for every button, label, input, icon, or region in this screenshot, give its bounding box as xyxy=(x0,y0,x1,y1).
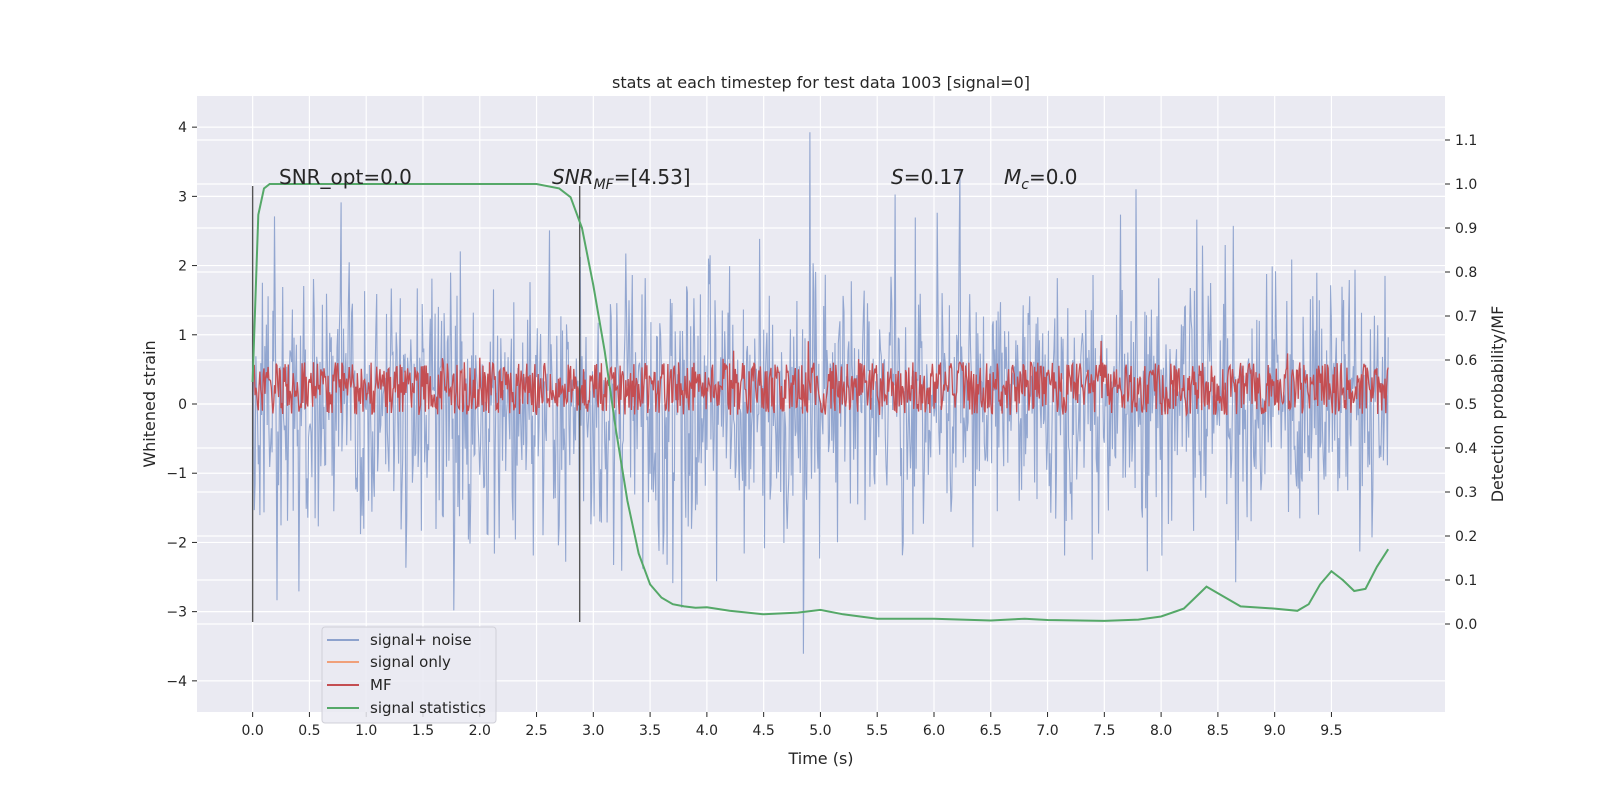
chart-title: stats at each timestep for test data 100… xyxy=(612,73,1030,92)
signal-statistics-line xyxy=(251,183,1390,622)
annotation-snr-mf: SNRMF=[4.53] xyxy=(552,165,691,193)
annotation-mc: Mc=0.0 xyxy=(1004,165,1078,193)
y2-tick-label: 0.7 xyxy=(1455,309,1477,325)
x-tick-label: 0.0 xyxy=(242,723,264,739)
y-axis-label: Whitened strain xyxy=(140,340,159,467)
legend-label-mf: MF xyxy=(370,676,392,694)
snr-mf-sub: MF xyxy=(594,177,615,193)
x-tick-label: 6.0 xyxy=(923,723,945,739)
x-tick-label: 5.0 xyxy=(809,723,831,739)
vertical-markers xyxy=(251,185,581,623)
y2-tick-label: 0.3 xyxy=(1455,485,1477,501)
y2-tick-label: 0.5 xyxy=(1455,397,1477,413)
y-tick-label: −1 xyxy=(166,466,187,482)
x-tick-label: 9.5 xyxy=(1320,723,1342,739)
snr-mf-value: =[4.53] xyxy=(614,165,691,189)
x-tick-label: 3.5 xyxy=(639,723,661,739)
x-tick-label: 0.5 xyxy=(298,723,320,739)
legend-label-noise: signal+ noise xyxy=(370,631,472,649)
y2-tick-label: 0.4 xyxy=(1455,441,1477,457)
y-tick-label: −3 xyxy=(166,605,187,621)
x-tick-label: 7.5 xyxy=(1093,723,1115,739)
x-tick-label: 5.5 xyxy=(866,723,888,739)
y2-tick-label: 0.8 xyxy=(1455,265,1477,281)
x-tick-label: 4.5 xyxy=(753,723,775,739)
x-axis-label: Time (s) xyxy=(787,749,853,768)
y-tick-label: 2 xyxy=(178,259,187,275)
x-tick-label: 6.5 xyxy=(980,723,1002,739)
x-tick-label: 7.0 xyxy=(1036,723,1058,739)
s-main: S xyxy=(891,165,904,189)
mc-value: =0.0 xyxy=(1029,165,1078,189)
snr-mf-main: SNR xyxy=(552,165,594,189)
y-tick-label: −2 xyxy=(166,535,187,551)
mc-sub: c xyxy=(1021,177,1029,193)
signal-statistics-series xyxy=(251,183,1390,622)
mf-series xyxy=(251,340,1389,418)
y2-tick-label: 0.2 xyxy=(1455,529,1477,545)
legend-label-signal-only: signal only xyxy=(370,653,451,671)
y2-tick-label: 1.1 xyxy=(1455,133,1477,149)
y2-tick-label: 0.9 xyxy=(1455,221,1477,237)
y-tick-label: 1 xyxy=(178,328,187,344)
y-tick-label: 3 xyxy=(178,189,187,205)
y-tick-label: 4 xyxy=(178,120,187,136)
legend: signal+ noise signal only MF signal stat… xyxy=(321,626,497,724)
y2-tick-label: 0.6 xyxy=(1455,353,1477,369)
x-tick-label: 1.0 xyxy=(355,723,377,739)
mf-line xyxy=(251,340,1389,418)
x-tick-label: 8.0 xyxy=(1150,723,1172,739)
s-value: =0.17 xyxy=(904,165,965,189)
x-tick-label: 2.0 xyxy=(469,723,491,739)
annotation-s: S=0.17 xyxy=(891,165,965,189)
legend-box xyxy=(321,626,497,724)
x-tick-label: 9.0 xyxy=(1264,723,1286,739)
annotation-snr-opt: SNR_opt=0.0 xyxy=(279,165,412,189)
y2-tick-label: 0.1 xyxy=(1455,573,1477,589)
y-tick-label: −4 xyxy=(166,674,187,690)
x-tick-label: 4.0 xyxy=(696,723,718,739)
y2-axis-label: Detection probability/MF xyxy=(1488,306,1507,503)
mc-main: M xyxy=(1004,165,1021,189)
x-tick-label: 3.0 xyxy=(582,723,604,739)
y2-tick-label: 1.0 xyxy=(1455,177,1477,193)
axis-ticks: 0.0 0.5 1.0 1.5 2.0 2.5 3.0 3.5 4.0 4.5 5.0 5.5 6.0 6… xyxy=(166,120,1477,739)
x-tick-label: 1.5 xyxy=(412,723,434,739)
x-tick-label: 2.5 xyxy=(525,723,547,739)
legend-label-signal-statistics: signal statistics xyxy=(370,699,486,717)
x-tick-label: 8.5 xyxy=(1207,723,1229,739)
y2-tick-label: 0.0 xyxy=(1455,617,1477,633)
y-tick-label: 0 xyxy=(178,397,187,413)
